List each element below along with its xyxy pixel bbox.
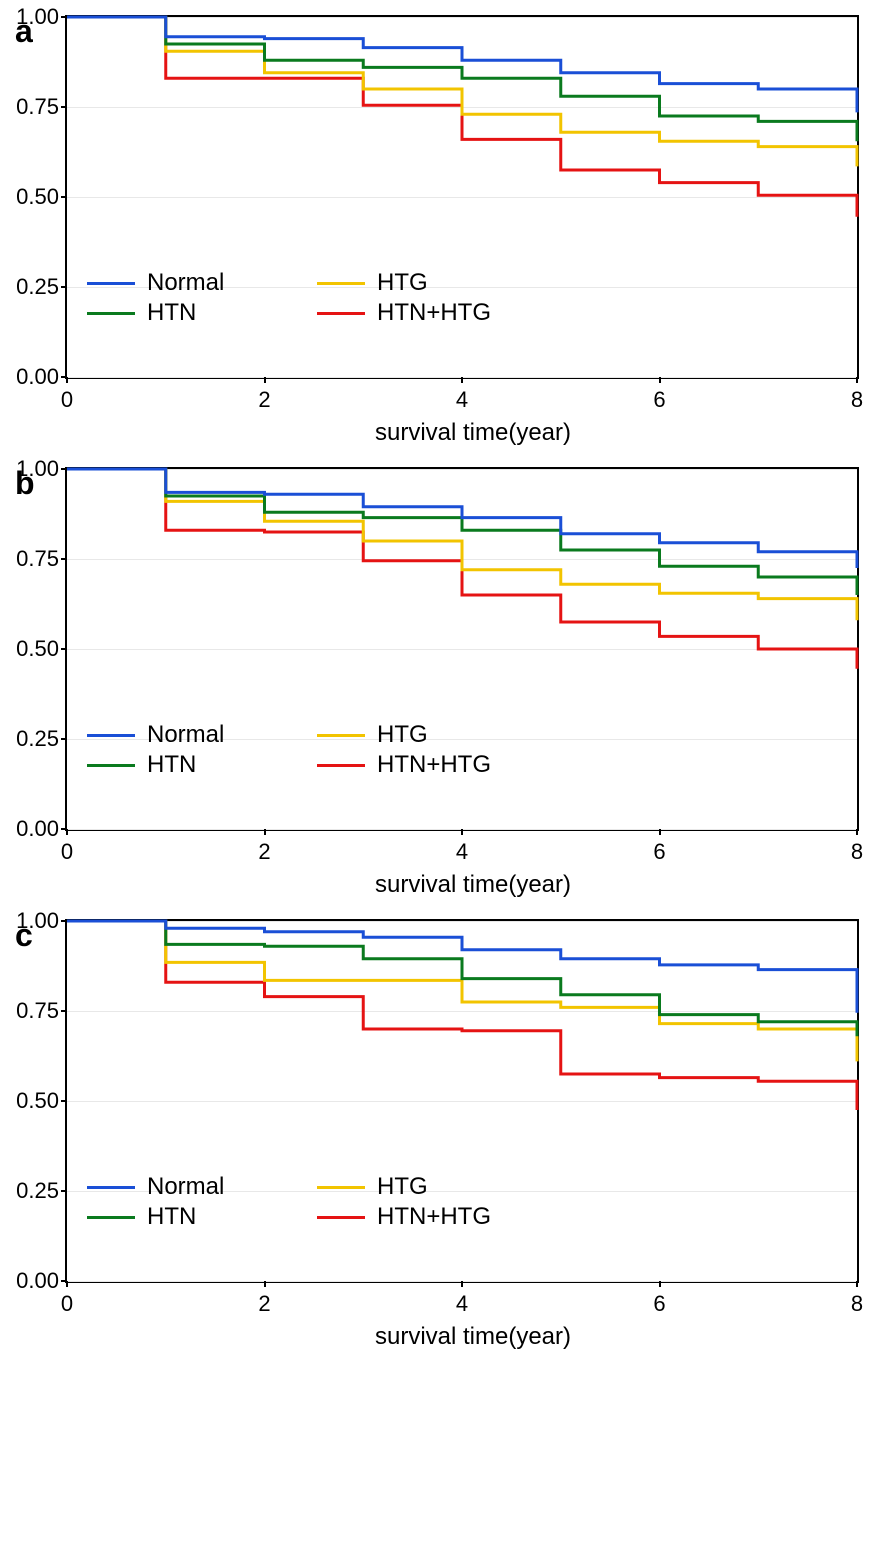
x-tick-label: 4 (456, 1291, 468, 1317)
y-tick-label: 1.00 (16, 908, 59, 934)
legend-item-htn: HTN (87, 751, 317, 779)
x-tick (264, 1281, 266, 1287)
x-tick-label: 2 (258, 387, 270, 413)
legend-item-htn_htg: HTN+HTG (317, 299, 547, 327)
x-axis-title: survival time(year) (65, 1323, 881, 1351)
legend-swatch (317, 282, 365, 285)
x-tick (461, 829, 463, 835)
legend-label: Normal (147, 721, 224, 749)
y-tick-label: 0.00 (16, 1268, 59, 1294)
x-tick-label: 8 (851, 1291, 863, 1317)
x-tick-label: 8 (851, 839, 863, 865)
x-axis-title: survival time(year) (65, 871, 881, 899)
legend: Normal HTG HTN HTN+HTG (87, 269, 567, 329)
legend: Normal HTG HTN HTN+HTG (87, 1173, 567, 1233)
y-tick-label: 1.00 (16, 456, 59, 482)
x-tick-label: 8 (851, 387, 863, 413)
legend-label: HTG (377, 269, 428, 297)
legend-label: HTN+HTG (377, 299, 491, 327)
legend-label: HTN+HTG (377, 1203, 491, 1231)
y-tick-label: 1.00 (16, 4, 59, 30)
chart-container: 0.000.250.500.751.0002468NormalHTGHTNHTN… (65, 15, 881, 447)
legend-label: HTG (377, 721, 428, 749)
x-tick (659, 1281, 661, 1287)
legend-swatch (317, 764, 365, 767)
legend-item-htn_htg: HTN+HTG (317, 751, 547, 779)
x-tick (461, 377, 463, 383)
plot-area: 0.000.250.500.751.0002468NormalHTGHTNHTN… (65, 919, 859, 1283)
y-tick-label: 0.75 (16, 546, 59, 572)
y-tick-label: 0.75 (16, 94, 59, 120)
y-tick-label: 0.00 (16, 816, 59, 842)
legend-swatch (87, 1216, 135, 1219)
legend-label: HTN (147, 1203, 196, 1231)
x-tick (264, 829, 266, 835)
x-tick-label: 2 (258, 1291, 270, 1317)
legend-item-htn: HTN (87, 299, 317, 327)
x-tick (659, 377, 661, 383)
x-tick-label: 4 (456, 839, 468, 865)
legend-swatch (317, 312, 365, 315)
panel-b: b0.000.250.500.751.0002468NormalHTGHTNHT… (15, 467, 881, 899)
chart-container: 0.000.250.500.751.0002468NormalHTGHTNHTN… (65, 919, 881, 1351)
y-tick-label: 0.00 (16, 364, 59, 390)
legend-swatch (317, 1216, 365, 1219)
legend: Normal HTG HTN HTN+HTG (87, 721, 567, 781)
x-tick (461, 1281, 463, 1287)
y-tick-label: 0.25 (16, 274, 59, 300)
y-tick-label: 0.50 (16, 636, 59, 662)
legend-label: HTN (147, 299, 196, 327)
legend-item-htn_htg: HTN+HTG (317, 1203, 547, 1231)
legend-label: HTN (147, 751, 196, 779)
legend-swatch (317, 734, 365, 737)
legend-item-htg: HTG (317, 1173, 547, 1201)
legend-swatch (87, 282, 135, 285)
legend-item-htn: HTN (87, 1203, 317, 1231)
legend-swatch (87, 1186, 135, 1189)
x-tick-label: 0 (61, 387, 73, 413)
y-tick-label: 0.75 (16, 998, 59, 1024)
y-tick-label: 0.25 (16, 1178, 59, 1204)
x-tick-label: 0 (61, 839, 73, 865)
x-axis-title: survival time(year) (65, 419, 881, 447)
panel-a: a0.000.250.500.751.0002468NormalHTGHTNHT… (15, 15, 881, 447)
legend-label: Normal (147, 269, 224, 297)
legend-swatch (87, 312, 135, 315)
x-tick (659, 829, 661, 835)
legend-label: Normal (147, 1173, 224, 1201)
legend-label: HTN+HTG (377, 751, 491, 779)
figure: a0.000.250.500.751.0002468NormalHTGHTNHT… (15, 15, 881, 1351)
x-tick-label: 6 (653, 839, 665, 865)
x-tick (856, 377, 858, 383)
legend-item-normal: Normal (87, 269, 317, 297)
y-tick-label: 0.50 (16, 184, 59, 210)
x-tick-label: 4 (456, 387, 468, 413)
legend-item-htg: HTG (317, 721, 547, 749)
y-tick-label: 0.25 (16, 726, 59, 752)
plot-area: 0.000.250.500.751.0002468NormalHTGHTNHTN… (65, 467, 859, 831)
plot-area: 0.000.250.500.751.0002468NormalHTGHTNHTN… (65, 15, 859, 379)
x-tick-label: 6 (653, 387, 665, 413)
x-tick-label: 0 (61, 1291, 73, 1317)
panel-c: c0.000.250.500.751.0002468NormalHTGHTNHT… (15, 919, 881, 1351)
x-tick (856, 829, 858, 835)
x-tick-label: 2 (258, 839, 270, 865)
x-tick (264, 377, 266, 383)
legend-item-normal: Normal (87, 1173, 317, 1201)
legend-swatch (87, 734, 135, 737)
x-tick-label: 6 (653, 1291, 665, 1317)
chart-container: 0.000.250.500.751.0002468NormalHTGHTNHTN… (65, 467, 881, 899)
x-tick (66, 1281, 68, 1287)
legend-swatch (317, 1186, 365, 1189)
x-tick (66, 377, 68, 383)
y-tick-label: 0.50 (16, 1088, 59, 1114)
curve-htg (67, 17, 857, 166)
legend-item-htg: HTG (317, 269, 547, 297)
x-tick (66, 829, 68, 835)
legend-label: HTG (377, 1173, 428, 1201)
legend-item-normal: Normal (87, 721, 317, 749)
x-tick (856, 1281, 858, 1287)
legend-swatch (87, 764, 135, 767)
